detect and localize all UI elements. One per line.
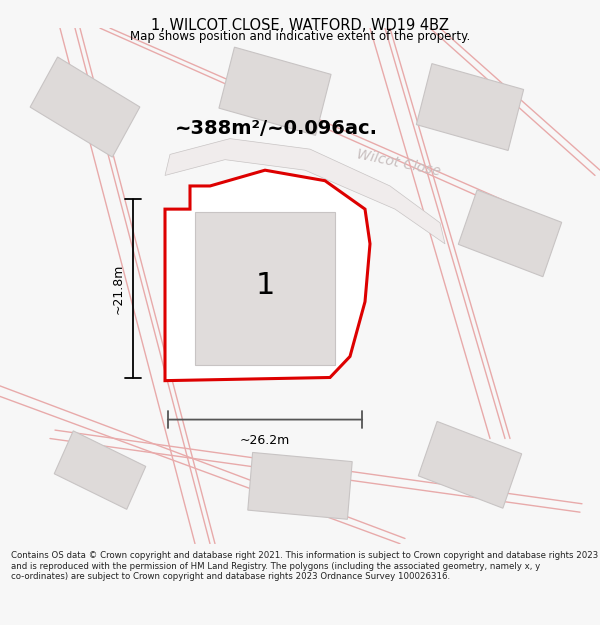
Text: Map shows position and indicative extent of the property.: Map shows position and indicative extent…	[130, 30, 470, 43]
Text: 1, WILCOT CLOSE, WATFORD, WD19 4BZ: 1, WILCOT CLOSE, WATFORD, WD19 4BZ	[151, 18, 449, 32]
Polygon shape	[195, 213, 335, 365]
Text: ~26.2m: ~26.2m	[240, 434, 290, 447]
Text: 1: 1	[256, 271, 275, 301]
Polygon shape	[165, 139, 445, 244]
Polygon shape	[416, 64, 524, 151]
Polygon shape	[248, 452, 352, 519]
Polygon shape	[418, 421, 521, 508]
Text: ~21.8m: ~21.8m	[112, 263, 125, 314]
Text: Contains OS data © Crown copyright and database right 2021. This information is : Contains OS data © Crown copyright and d…	[11, 551, 598, 581]
Polygon shape	[165, 170, 370, 381]
Polygon shape	[219, 47, 331, 136]
Polygon shape	[458, 190, 562, 277]
Polygon shape	[30, 57, 140, 157]
Polygon shape	[54, 431, 146, 509]
Text: ~388m²/~0.096ac.: ~388m²/~0.096ac.	[175, 119, 378, 138]
Text: Wilcot Close: Wilcot Close	[355, 147, 442, 179]
